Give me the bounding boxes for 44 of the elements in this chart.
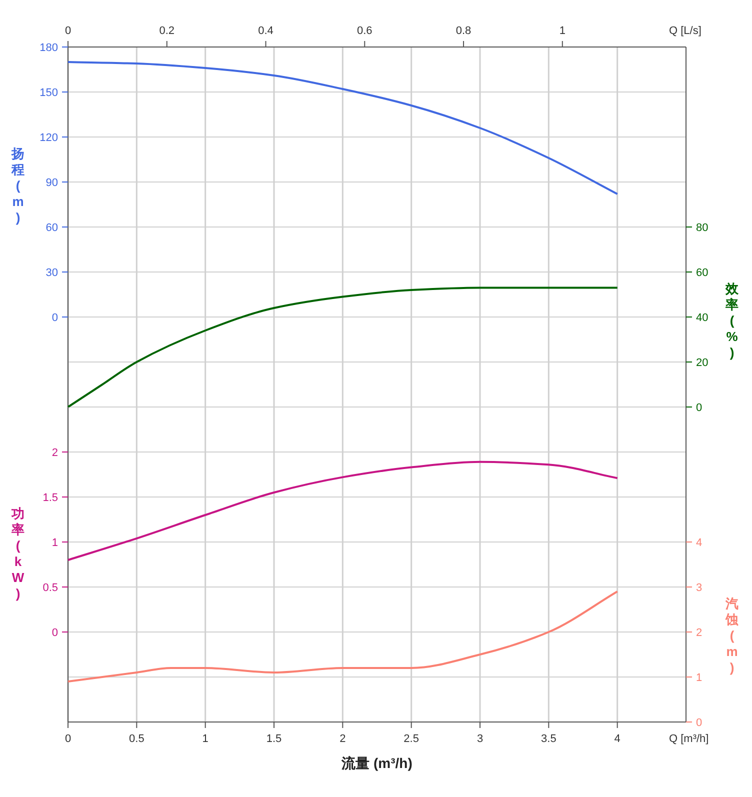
x-tick-label: 0 — [64, 733, 72, 745]
x2-axis-title: Q [L/s] — [669, 25, 702, 37]
x-tick-label: 1 — [202, 733, 208, 745]
x2-tick-label: 0.4 — [258, 25, 274, 37]
y-axis-title: 功率 (kW) — [10, 506, 25, 601]
y-tick-label: 1 — [52, 537, 58, 549]
x2-tick-label: 0.6 — [356, 25, 372, 37]
y-axis-title: 扬程 (m) — [10, 146, 24, 225]
x2-tick-label: 1 — [559, 25, 566, 37]
y-tick-label: 0.5 — [42, 582, 58, 594]
y-tick-label: 0 — [52, 312, 58, 324]
y-tick-label: 30 — [46, 267, 58, 279]
x-tick-label: 4 — [614, 733, 620, 745]
x-tick-label: 0.5 — [129, 733, 144, 745]
y-tick-label: 60 — [46, 222, 58, 234]
x-tick-label: 2 — [340, 733, 346, 745]
x-tick-label: 1.5 — [266, 733, 282, 745]
y2-tick-label: 3 — [696, 582, 702, 594]
x2-tick-label: 0 — [64, 25, 72, 37]
y-tick-label: 120 — [40, 132, 58, 144]
y2-tick-label: 0 — [696, 402, 702, 414]
y2-tick-label: 0 — [696, 717, 702, 729]
y2-tick-label: 80 — [696, 222, 708, 234]
y2-axis-title: 效率 (%) — [724, 281, 740, 360]
y2-tick-label: 2 — [696, 627, 702, 639]
x2-tick-label: 0.2 — [159, 25, 175, 37]
y-tick-label: 1.5 — [42, 492, 58, 504]
y2-tick-label: 40 — [696, 312, 708, 324]
x-axis-title: 流量 (m³/h) — [340, 755, 412, 771]
text: Q [m³/h] — [669, 733, 709, 745]
y-tick-label: 2 — [52, 447, 58, 459]
x-tick-label: 3.5 — [541, 733, 556, 745]
x2-tick-label: 0.8 — [456, 25, 472, 37]
y2-axis-title: 汽蚀 (m) — [724, 596, 738, 675]
y2-tick-label: 4 — [696, 537, 702, 549]
y-tick-label: 180 — [40, 42, 58, 54]
x-tick-label: 3 — [476, 733, 484, 745]
y-tick-label: 150 — [40, 87, 58, 99]
x-tick-label: 2.5 — [404, 733, 419, 745]
y2-tick-label: 1 — [696, 672, 702, 684]
y2-tick-label: 20 — [696, 357, 708, 369]
y-tick-label: 90 — [46, 177, 58, 189]
y-tick-label: 0 — [52, 627, 58, 639]
y2-tick-label: 60 — [696, 267, 708, 279]
